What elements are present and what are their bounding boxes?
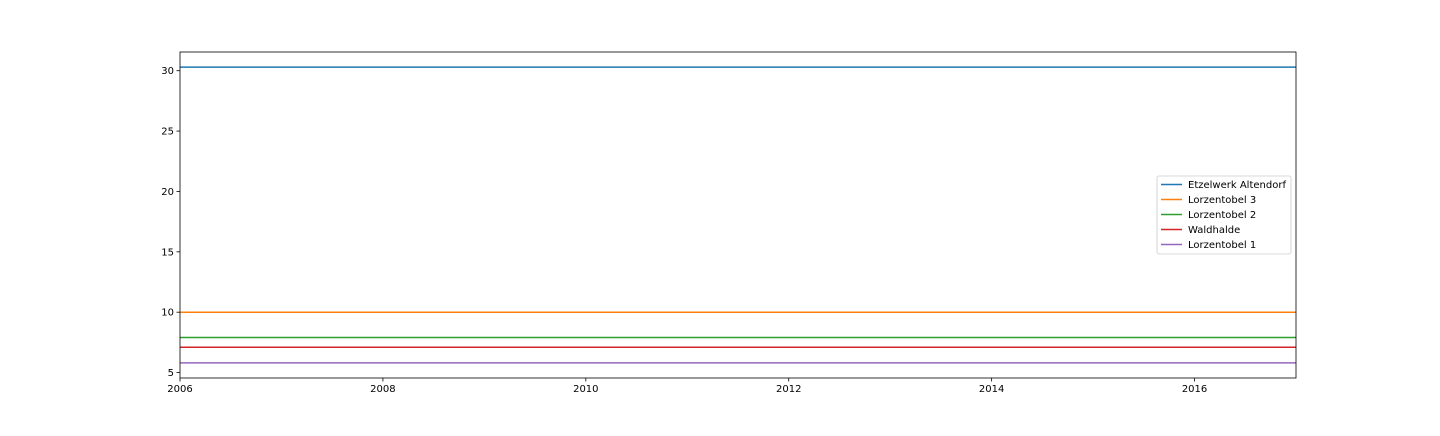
legend-label-2: Lorzentobel 2 bbox=[1188, 210, 1256, 221]
y-tick-label: 10 bbox=[161, 308, 174, 319]
y-axis: 5 10 15 20 25 30 bbox=[161, 66, 180, 379]
y-tick-label: 25 bbox=[161, 127, 174, 138]
y-tick-label: 5 bbox=[168, 368, 174, 379]
x-tick-label: 2010 bbox=[573, 384, 598, 395]
y-tick-label: 30 bbox=[161, 66, 174, 77]
x-axis: 2006 2008 2010 2012 2014 2016 bbox=[167, 378, 1207, 395]
x-tick-label: 2006 bbox=[167, 384, 192, 395]
legend-label-4: Lorzentobel 1 bbox=[1188, 240, 1256, 251]
series-layer bbox=[180, 66, 1296, 364]
y-tick-label: 20 bbox=[161, 187, 174, 198]
legend-label-0: Etzelwerk Altendorf bbox=[1188, 180, 1286, 191]
x-tick-label: 2012 bbox=[776, 384, 801, 395]
plot-frame bbox=[179, 51, 1297, 379]
x-tick-label: 2008 bbox=[370, 384, 395, 395]
legend-label-3: Waldhalde bbox=[1188, 225, 1240, 236]
legend-label-1: Lorzentobel 3 bbox=[1188, 195, 1256, 206]
legend-box bbox=[1156, 175, 1292, 255]
x-tick-label: 2014 bbox=[979, 384, 1004, 395]
y-tick-label: 15 bbox=[161, 247, 174, 258]
legend: Etzelwerk Altendorf Lorzentobel 3 Lorzento… bbox=[1156, 175, 1292, 255]
x-tick-label: 2016 bbox=[1182, 384, 1207, 395]
